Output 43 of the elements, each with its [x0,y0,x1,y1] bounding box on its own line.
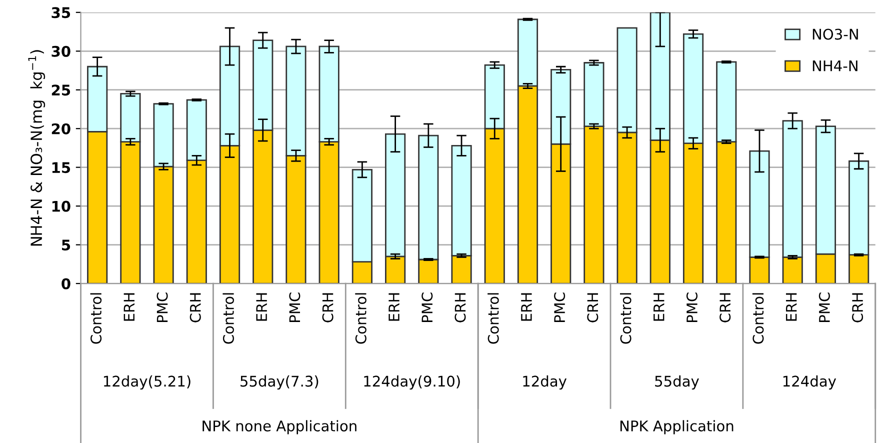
x-tick-label: CRH [852,293,864,322]
x-tick-label: CRH [322,293,334,322]
y-tick-label: 25 [52,84,70,96]
y-tick-label: 15 [52,162,70,174]
x-tick-label: ERH [786,293,797,321]
x-tick-label: ERH [654,293,664,321]
y-tick-label: 10 [52,200,70,212]
x-tick-label: PMC [554,292,566,322]
x-tick-label: Control [752,293,764,344]
x-tick-label: ERH [521,293,532,321]
x-tick-label: PMC [422,292,433,322]
x-tick-label: Control [90,293,102,344]
x-tick-label: CRH [587,293,598,322]
x-tick-label: CRH [720,293,731,322]
text: 12day(5.21) [104,375,190,390]
text: 12day [523,375,567,390]
text: 55day [655,375,699,390]
x-tick-label: ERH [256,293,267,321]
y-tick-label: 5 [62,240,70,251]
text: NPK Application [620,420,734,434]
y-tick-label: 35 [52,7,70,18]
x-tick-label: PMC [818,292,830,322]
y-tick-label: 0 [62,278,70,290]
x-tick-label: PMC [686,292,698,322]
x-tick-label: Control [488,293,499,344]
x-tick-label: ERH [388,293,400,321]
x-tick-label: Control [355,293,366,344]
text: 55day(7.3) [240,375,318,390]
legend-label: NH4-N [812,60,858,72]
x-tick-label: PMC [289,292,300,322]
x-tick-label: CRH [190,293,201,322]
y-tick-label: 20 [52,123,70,134]
x-tick-label: ERH [124,293,134,321]
legend-label: NO3-N [812,28,858,40]
x-tick-label: CRH [454,293,466,322]
x-tick-label: Control [222,293,234,344]
text: 124day(9.10) [364,375,460,390]
text: NPK none Application [202,420,356,434]
x-tick-label: Control [620,293,632,344]
y-axis-title: NH4-N & NO₃-N(mg kg$^{−1}$) [28,50,46,246]
y-tick-label: 30 [52,46,70,57]
text: 124day [783,375,836,390]
x-tick-label: PMC [156,292,168,322]
